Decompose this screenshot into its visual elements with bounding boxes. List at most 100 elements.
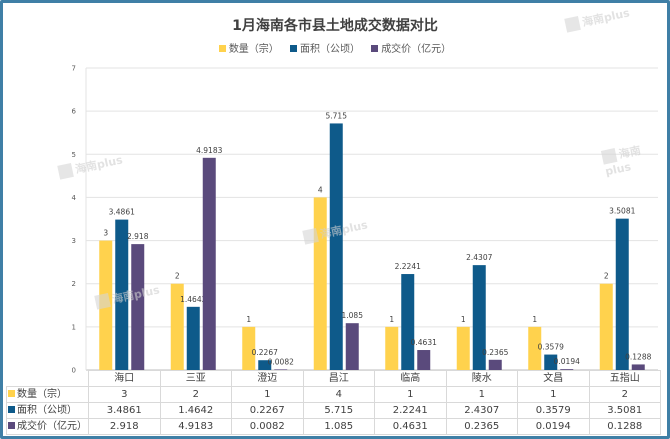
- bar: [560, 369, 574, 370]
- table-row: 数量（宗） 3 2 1 4 1 1 1 2: [6, 386, 661, 403]
- bar: [417, 350, 431, 370]
- table-row: 成交价（亿元） 2.918 4.9183 0.0082 1.085 0.4631…: [6, 418, 661, 435]
- bar: [488, 359, 502, 370]
- bar-chart: 0 1 2 3 4 5 6 7 3 2 1 4 1 1 1 2 3.4861 1.4642 0.2267 5.715 2…: [72, 65, 658, 374]
- table-cell: 0.0194: [517, 418, 590, 435]
- y-tick-label: 2: [72, 280, 76, 288]
- legend-item-area[interactable]: 面积（公顷）: [290, 40, 360, 55]
- table-cell: 1: [231, 386, 304, 403]
- bar: [313, 197, 327, 370]
- y-tick-label: 1: [72, 323, 76, 331]
- legend-item-quantity[interactable]: 数量（宗）: [218, 40, 279, 55]
- swatch-price: [8, 422, 15, 429]
- data-label: 1: [532, 315, 537, 324]
- table-cell: 1: [374, 386, 447, 403]
- swatch-quantity: [8, 390, 15, 397]
- table-row-header: 成交价（亿元）: [6, 418, 89, 435]
- watermark-icon: [94, 293, 111, 310]
- bar: [528, 326, 542, 370]
- table-category: 三亚: [159, 370, 232, 387]
- data-label: 0.1288: [625, 352, 651, 361]
- legend-swatch-quantity: [218, 45, 226, 52]
- legend-swatch-price: [371, 45, 379, 52]
- bar: [456, 326, 470, 370]
- table-cell: 1: [445, 386, 518, 403]
- data-label: 1: [246, 315, 251, 324]
- table-category: 昌江: [302, 370, 375, 387]
- table-cell: 0.2365: [445, 418, 518, 435]
- bar: [345, 323, 359, 370]
- data-label: 1.085: [342, 311, 364, 320]
- table-cell: 2.918: [88, 418, 161, 435]
- data-label: 3.5081: [609, 207, 635, 216]
- data-label: 0.0082: [268, 357, 294, 366]
- bar: [385, 326, 399, 370]
- data-table: 海口 三亚 澄迈 昌江 临高 陵水 文昌 五指山 数量（宗） 3 2 1 4 1…: [6, 370, 661, 435]
- watermark-icon: [302, 228, 319, 245]
- bar: [258, 360, 272, 370]
- legend-item-price[interactable]: 成交价（亿元）: [371, 40, 451, 55]
- data-label: 0.3579: [538, 343, 564, 352]
- data-label: 0.2365: [482, 348, 508, 357]
- y-tick-label: 3: [72, 237, 76, 245]
- bar: [544, 354, 558, 370]
- table-category: 澄迈: [231, 370, 304, 387]
- y-tick-label: 4: [72, 194, 77, 202]
- data-label: 0.2267: [252, 348, 278, 357]
- table-category: 陵水: [445, 370, 518, 387]
- legend-swatch-area: [290, 45, 297, 52]
- table-cell: 4: [302, 386, 375, 403]
- table-cell: 3.4861: [88, 402, 161, 419]
- data-label: 2: [175, 272, 180, 281]
- bar: [599, 283, 613, 370]
- table-cell: 1: [517, 386, 590, 403]
- data-label: 2.918: [127, 232, 149, 241]
- table-cell: 0.3579: [517, 402, 590, 419]
- table-cell: 1.4642: [159, 402, 232, 419]
- table-cell: 2.2241: [374, 402, 447, 419]
- bar: [186, 306, 200, 370]
- bar: [401, 274, 415, 370]
- bar: [115, 219, 129, 370]
- data-label: 2.2241: [395, 262, 421, 271]
- watermark-icon: [57, 163, 74, 180]
- bar: [329, 123, 343, 370]
- data-label: 3.4861: [109, 208, 135, 217]
- bar: [615, 218, 629, 370]
- data-label: 1: [461, 315, 466, 324]
- data-label: 1.4642: [180, 295, 206, 304]
- bar: [242, 326, 256, 370]
- table-header-row: 海口 三亚 澄迈 昌江 临高 陵水 文昌 五指山: [6, 370, 661, 387]
- legend-label-price: 成交价（亿元）: [381, 44, 452, 55]
- table-cell: 2: [159, 386, 232, 403]
- table-cell: 3: [88, 386, 161, 403]
- data-label: 0.4631: [411, 338, 437, 347]
- data-label: 5.715: [326, 111, 348, 120]
- table-category: 文昌: [517, 370, 590, 387]
- chart-title: 1月海南各市县土地成交数据对比: [232, 18, 438, 34]
- bar: [131, 244, 145, 370]
- bar: [631, 364, 645, 370]
- legend-label-area: 面积（公顷）: [300, 44, 360, 55]
- table-cell: 0.0082: [231, 418, 304, 435]
- table-corner: [6, 370, 89, 387]
- table-cell: 1.085: [302, 418, 375, 435]
- y-tick-label: 0: [72, 367, 76, 374]
- table-category: 五指山: [588, 370, 661, 387]
- bar: [202, 157, 216, 370]
- data-label: 4: [318, 185, 323, 194]
- table-category: 临高: [374, 370, 447, 387]
- table-category: 海口: [88, 370, 161, 387]
- table-row: 面积（公顷） 3.4861 1.4642 0.2267 5.715 2.2241…: [6, 402, 661, 419]
- watermark-icon: [564, 16, 581, 33]
- bar: [170, 283, 184, 370]
- y-tick-label: 6: [72, 108, 77, 116]
- data-label: 0.0194: [554, 357, 580, 366]
- table-cell: 5.715: [302, 402, 375, 419]
- data-label: 2.4307: [466, 253, 492, 262]
- table-row-header: 数量（宗）: [6, 386, 89, 403]
- legend: 数量（宗） 面积（公顷） 成交价（亿元）: [3, 40, 667, 55]
- data-label: 2: [604, 272, 609, 281]
- table-cell: 2: [588, 386, 661, 403]
- table-cell: 0.4631: [374, 418, 447, 435]
